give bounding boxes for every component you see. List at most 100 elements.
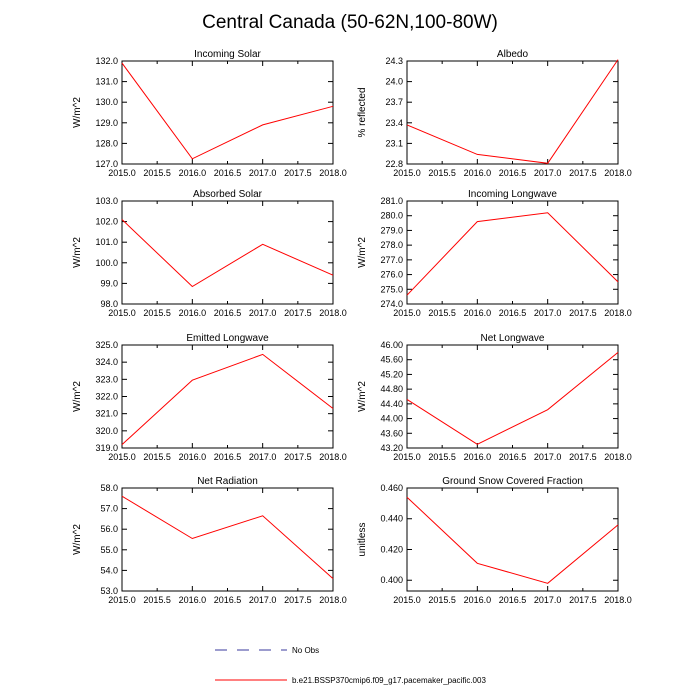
series-line (121, 495, 334, 579)
y-tick-label: 98.0 (100, 299, 118, 309)
figure-title: Central Canada (50-62N,100-80W) (202, 12, 498, 33)
x-tick-label: 2016.5 (499, 308, 527, 318)
x-tick-label: 2016.0 (179, 595, 207, 605)
y-tick-label: 45.20 (380, 369, 403, 379)
x-tick-label: 2016.0 (464, 595, 492, 605)
y-tick-label: 0.460 (380, 483, 403, 493)
y-tick-label: 57.0 (100, 504, 118, 514)
y-tick-label: 53.0 (100, 586, 118, 596)
x-tick-label: 2018.0 (604, 595, 632, 605)
y-tick-label: 58.0 (100, 483, 118, 493)
y-axis-label: % reflected (357, 87, 368, 137)
y-tick-label: 23.1 (385, 138, 403, 148)
y-tick-label: 44.40 (380, 399, 403, 409)
x-tick-label: 2015.5 (428, 452, 456, 462)
y-tick-label: 281.0 (380, 196, 403, 206)
panel-ground-snow-covered-fraction: Ground Snow Covered Fraction unitless 2015… (357, 476, 632, 605)
x-tick-label: 2017.5 (569, 595, 597, 605)
y-axis-label: W/m^2 (72, 97, 83, 128)
x-tick-label: 2016.5 (499, 595, 527, 605)
panel-title: Incoming Solar (194, 49, 261, 60)
panel-title: Absorbed Solar (193, 189, 263, 200)
x-tick-label: 2016.0 (464, 308, 492, 318)
x-tick-label: 2016.0 (464, 168, 492, 178)
x-tick-label: 2016.0 (179, 308, 207, 318)
panel-title: Ground Snow Covered Fraction (442, 476, 583, 487)
x-tick-label: 2016.5 (214, 308, 242, 318)
y-tick-label: 100.0 (95, 258, 118, 268)
y-tick-label: 128.0 (95, 138, 118, 148)
x-tick-label: 2016.5 (214, 452, 242, 462)
y-tick-label: 23.4 (385, 118, 403, 128)
panel-albedo: Albedo % reflected 2015.0 2015.5 2016.0 2016.… (357, 49, 632, 178)
x-tick-label: 2015.0 (108, 595, 136, 605)
panel-title: Net Longwave (481, 333, 545, 344)
y-tick-label: 56.0 (100, 524, 118, 534)
x-tick-label: 2017.5 (284, 168, 312, 178)
y-axis-label: W/m^2 (357, 381, 368, 412)
y-tick-label: 127.0 (95, 159, 118, 169)
y-tick-label: 0.400 (380, 575, 403, 585)
x-tick-label: 2015.5 (428, 595, 456, 605)
y-tick-label: 44.80 (380, 384, 403, 394)
y-tick-label: 277.0 (380, 255, 403, 265)
x-tick-label: 2017.5 (569, 452, 597, 462)
y-tick-label: 325.0 (95, 340, 118, 350)
x-tick-label: 2015.5 (143, 168, 171, 178)
y-tick-label: 323.0 (95, 374, 118, 384)
y-tick-label: 102.0 (95, 217, 118, 227)
y-axis-label: W/m^2 (72, 237, 83, 268)
panel-title: Net Radiation (197, 476, 258, 487)
y-tick-label: 24.0 (385, 77, 403, 87)
x-tick-label: 2017.0 (249, 308, 277, 318)
y-tick-label: 280.0 (380, 211, 403, 221)
panel-title: Emitted Longwave (186, 333, 269, 344)
y-tick-label: 0.420 (380, 544, 403, 554)
panel-title: Incoming Longwave (468, 189, 557, 200)
y-tick-label: 275.0 (380, 284, 403, 294)
x-tick-label: 2015.0 (393, 308, 421, 318)
y-tick-label: 43.20 (380, 443, 403, 453)
x-tick-label: 2015.5 (143, 452, 171, 462)
series-line (406, 352, 619, 445)
x-tick-label: 2017.5 (569, 308, 597, 318)
x-tick-label: 2015.5 (143, 308, 171, 318)
x-tick-label: 2015.0 (393, 452, 421, 462)
y-tick-label: 319.0 (95, 443, 118, 453)
x-tick-label: 2016.5 (214, 168, 242, 178)
x-tick-label: 2016.5 (499, 452, 527, 462)
y-tick-label: 276.0 (380, 270, 403, 280)
x-tick-label: 2015.0 (108, 308, 136, 318)
x-tick-label: 2015.0 (108, 168, 136, 178)
panels: Incoming Solar W/m^2 2015.0 2015.5 2016.0 201… (72, 49, 632, 605)
y-tick-label: 131.0 (95, 77, 118, 87)
x-tick-label: 2017.5 (284, 595, 312, 605)
legend: No Obs b.e21.BSSP370cmip6.f09_g17.pacema… (215, 646, 486, 685)
x-tick-label: 2015.0 (393, 168, 421, 178)
x-tick-label: 2017.0 (534, 168, 562, 178)
x-tick-label: 2018.0 (319, 168, 347, 178)
x-tick-label: 2017.0 (534, 595, 562, 605)
y-axis-label: unitless (357, 523, 368, 557)
y-tick-label: 103.0 (95, 196, 118, 206)
x-tick-label: 2015.5 (428, 168, 456, 178)
series-line (121, 62, 334, 160)
x-tick-label: 2016.5 (214, 595, 242, 605)
x-tick-label: 2017.0 (249, 168, 277, 178)
x-tick-label: 2017.0 (249, 595, 277, 605)
panel-incoming-solar: Incoming Solar W/m^2 2015.0 2015.5 2016.0 201… (72, 49, 347, 178)
y-axis-label: W/m^2 (72, 524, 83, 555)
panel-incoming-longwave: Incoming Longwave W/m^2 2015.0 2015.5 2016.0… (357, 189, 632, 318)
y-tick-label: 54.0 (100, 565, 118, 575)
series-line (121, 219, 334, 288)
y-tick-label: 321.0 (95, 409, 118, 419)
x-tick-label: 2016.5 (499, 168, 527, 178)
x-tick-label: 2018.0 (604, 308, 632, 318)
y-tick-label: 322.0 (95, 392, 118, 402)
x-tick-label: 2017.5 (284, 452, 312, 462)
y-tick-label: 45.60 (380, 355, 403, 365)
series-line (406, 212, 619, 296)
x-tick-label: 2018.0 (319, 595, 347, 605)
